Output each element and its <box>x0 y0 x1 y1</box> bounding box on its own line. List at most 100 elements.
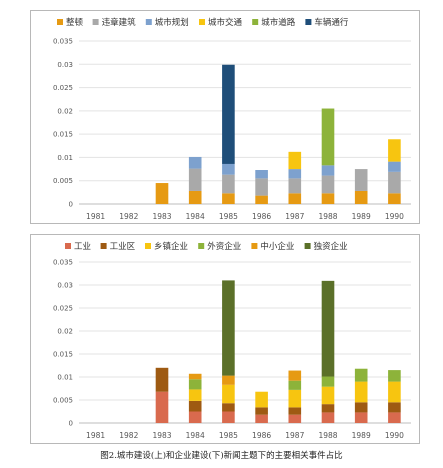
bar-segment <box>288 389 302 408</box>
bar-segment <box>188 400 202 412</box>
bar-segment <box>321 376 335 387</box>
y-tick-label: 0.02 <box>57 328 73 336</box>
bar-segment <box>321 280 335 377</box>
bar-segment <box>321 193 335 204</box>
bar-segment <box>321 108 335 166</box>
x-tick-label: 1986 <box>252 212 271 221</box>
y-tick-label: 0.015 <box>53 351 73 359</box>
bar-segment <box>321 412 335 423</box>
legend-swatch <box>145 243 151 249</box>
x-tick-label: 1987 <box>285 431 304 440</box>
bar-segment <box>222 64 235 164</box>
y-tick-label: 0.005 <box>53 397 73 405</box>
y-tick-label: 0.035 <box>53 38 73 46</box>
x-tick-label: 1984 <box>186 212 205 221</box>
legend-label: 违章建筑 <box>102 17 137 28</box>
y-tick-label: 0.01 <box>57 154 73 162</box>
legend-label: 乡镇企业 <box>154 241 188 252</box>
bar-segment <box>288 370 302 381</box>
x-tick-label: 1990 <box>385 431 404 440</box>
y-tick-label: 0.02 <box>57 107 73 115</box>
bar-segment <box>388 412 401 423</box>
y-tick-label: 0 <box>69 201 73 209</box>
legend-label: 整顿 <box>66 17 84 28</box>
bar-segment <box>155 183 169 204</box>
bar-segment <box>354 368 368 382</box>
bar-segment <box>188 156 202 169</box>
bar-segment <box>255 414 268 423</box>
bar-segment <box>222 375 235 385</box>
legend-label: 城市规划 <box>155 17 189 28</box>
bar-segment <box>188 411 202 423</box>
legend-label: 工业区 <box>110 241 136 252</box>
bar-segment <box>354 169 368 191</box>
x-tick-label: 1981 <box>86 431 105 440</box>
legend-swatch <box>305 19 312 25</box>
x-tick-label: 1981 <box>86 212 105 221</box>
y-tick-label: 0.035 <box>53 259 73 267</box>
bar-segment <box>222 403 235 412</box>
legend-label: 车辆通行 <box>314 17 349 28</box>
bar-segment <box>354 190 368 204</box>
bar-segment <box>321 165 335 176</box>
bar-segment <box>155 367 169 392</box>
bar-segment <box>354 402 368 413</box>
y-tick-label: 0.01 <box>57 374 73 382</box>
enterprise-construction-chart-svg: 工业 工业区 乡镇企业 外资企业 中小企业 独资企业 0 0.005 0.01 0.015 0.02… <box>53 241 411 440</box>
legend-label: 工业 <box>74 241 91 252</box>
bar-segment <box>255 407 268 415</box>
bar-segment <box>188 190 202 204</box>
bar-segment <box>222 280 235 376</box>
legend-label: 独资企业 <box>314 241 348 252</box>
x-tick-label: 1985 <box>219 431 238 440</box>
legend-label: 城市交通 <box>208 17 243 28</box>
y-tick-label: 0.025 <box>53 305 73 313</box>
y-axis: 0 0.005 0.01 0.015 0.02 0.025 0.03 0.035 <box>53 259 411 428</box>
bar-segment <box>388 370 401 382</box>
x-tick-label: 1982 <box>119 212 138 221</box>
bar-segment <box>388 193 401 204</box>
bar-segment <box>255 195 268 204</box>
figure-caption: 图2.城市建设(上)和企业建设(下)新闻主题下的主要相关事件占比 <box>100 451 343 461</box>
bar-segment <box>288 407 302 415</box>
legend-swatch <box>251 243 258 249</box>
x-tick-label: 1988 <box>318 212 337 221</box>
chart-legend: 整顿 违章建筑 城市规划 城市交通 城市道路 车辆通行 <box>57 17 349 28</box>
bar-segment <box>188 373 202 380</box>
bar-segment <box>288 193 302 204</box>
y-tick-label: 0.015 <box>53 131 73 139</box>
bar-segment <box>255 178 268 196</box>
x-tick-label: 1986 <box>252 431 271 440</box>
y-tick-label: 0.03 <box>57 282 73 290</box>
bar-segment <box>288 380 302 390</box>
x-tick-label: 1982 <box>119 431 138 440</box>
bar-segment <box>354 412 368 423</box>
bar-segment <box>388 402 401 413</box>
legend-label: 城市道路 <box>261 17 296 28</box>
x-tick-label: 1984 <box>186 431 205 440</box>
enterprise-construction-chart: 工业 工业区 乡镇企业 外资企业 中小企业 独资企业 0 0.005 0.01 0.015 0.02… <box>30 234 420 444</box>
legend-swatch <box>57 19 63 25</box>
y-tick-label: 0 <box>69 420 73 428</box>
bar-segment <box>222 193 235 204</box>
bar-segment <box>222 163 235 175</box>
bar-segment <box>288 169 302 179</box>
x-tick-label: 1983 <box>152 212 171 221</box>
bar-segment <box>255 391 268 408</box>
x-tick-label: 1989 <box>352 431 371 440</box>
y-tick-label: 0.03 <box>57 61 73 69</box>
legend-swatch <box>145 19 152 25</box>
legend-swatch <box>100 243 107 249</box>
bar-segment <box>288 414 302 423</box>
bar-segment <box>222 174 235 194</box>
legend-swatch <box>199 19 205 25</box>
bar-segment <box>388 171 401 194</box>
legend-label: 中小企业 <box>260 241 294 252</box>
city-construction-chart: 整顿 违章建筑 城市规划 城市交通 城市道路 车辆通行 0 0.005 0.01 0.015 0.0… <box>30 10 420 224</box>
bar-segment <box>321 404 335 413</box>
bar-segment <box>354 381 368 403</box>
bars: 1981 1982 1983 1984 1985 1986 1987 1988 1989 1990 <box>86 280 404 440</box>
bar-segment <box>388 139 401 162</box>
bar-segment <box>388 381 401 403</box>
x-tick-label: 1983 <box>152 431 171 440</box>
